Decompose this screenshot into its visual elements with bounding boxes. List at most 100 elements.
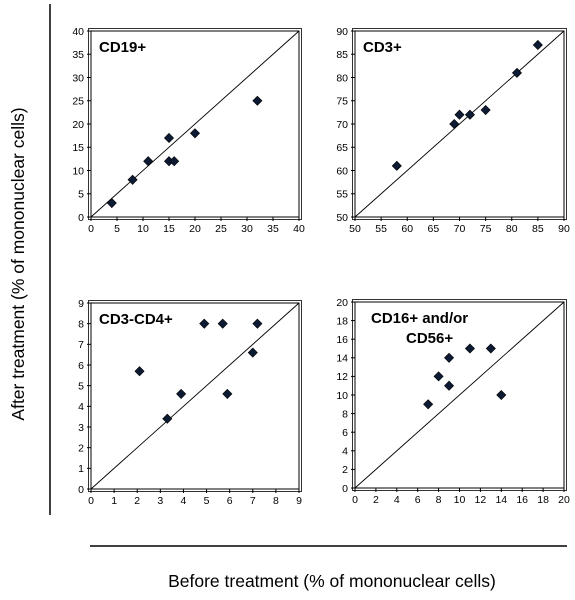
x-tick-label: 12: [475, 494, 487, 506]
data-point-diamond: [106, 198, 117, 209]
data-point-diamond: [444, 380, 455, 391]
x-tick-label: 2: [373, 494, 379, 506]
y-tick-label: 70: [336, 119, 348, 131]
data-point-diamond: [127, 174, 138, 185]
identity-line: [90, 302, 300, 490]
x-tick-label: 6: [415, 494, 421, 506]
y-tick-label: 25: [72, 96, 84, 108]
y-tick-label: 6: [342, 427, 348, 439]
data-point-diamond: [485, 343, 496, 354]
data-point-diamond: [511, 67, 522, 78]
x-tick-label: 10: [454, 494, 466, 506]
y-tick-label: 12: [336, 371, 348, 383]
x-tick-label: 0: [352, 494, 358, 506]
y-tick-label: 50: [336, 212, 348, 224]
scatter-panel-2: 50 55 60 65 70 75 80 85 90 50 55 60 65 70 75 80 85 90 CD3+: [336, 26, 570, 235]
data-point-diamond: [433, 371, 444, 382]
x-tick-label: 15: [163, 223, 175, 235]
data-point-diamond: [449, 118, 460, 130]
y-tick-label: 1: [78, 463, 84, 475]
x-tick-label: 4: [181, 495, 187, 507]
y-tick-label: 7: [78, 339, 84, 351]
data-point-diamond: [464, 109, 475, 120]
panel-title: CD16+ and/or: [371, 310, 468, 327]
data-point-diamond: [391, 160, 402, 171]
x-tick-label: 85: [532, 223, 544, 235]
data-point-diamond: [444, 352, 455, 363]
x-tick-label: 80: [506, 223, 518, 235]
x-tick-label: 7: [250, 495, 256, 507]
y-tick-label: 15: [72, 142, 84, 154]
x-tick-label: 75: [480, 223, 492, 235]
x-tick-label: 30: [241, 223, 253, 235]
x-tick-label: 4: [394, 494, 400, 506]
y-tick-label: 2: [342, 464, 348, 476]
y-axis-label: After treatment (% of mononuclear cells): [8, 107, 28, 420]
y-tick-label: 60: [336, 165, 348, 177]
y-tick-label: 0: [78, 212, 84, 224]
data-point-diamond: [247, 347, 258, 358]
y-tick-label: 2: [78, 442, 84, 454]
x-tick-label: 55: [375, 223, 387, 235]
data-point-diamond: [222, 388, 233, 399]
y-tick-label: 40: [72, 26, 84, 38]
x-tick-label: 25: [215, 223, 227, 235]
data-point-diamond: [163, 132, 175, 143]
x-tick-label: 2: [134, 495, 140, 507]
y-tick-label: 20: [336, 297, 348, 309]
x-tick-label: 5: [114, 223, 120, 235]
y-tick-label: 0: [342, 483, 348, 495]
y-tick-label: 90: [336, 26, 348, 38]
y-tick-label: 5: [78, 380, 84, 392]
x-tick-label: 70: [454, 223, 466, 235]
data-point-diamond: [217, 318, 228, 329]
y-tick-label: 55: [336, 189, 348, 201]
x-tick-label: 60: [401, 223, 413, 235]
x-tick-label: 18: [537, 494, 549, 506]
data-point-diamond: [169, 156, 180, 167]
identity-line: [354, 30, 565, 218]
identity-line: [354, 301, 565, 489]
y-tick-label: 4: [342, 446, 348, 458]
data-point-diamond: [423, 399, 434, 410]
data-point-diamond: [252, 95, 263, 106]
x-tick-label: 0: [88, 223, 94, 235]
x-tick-label: 20: [189, 223, 201, 235]
y-tick-label: 75: [336, 96, 348, 108]
x-tick-label: 14: [495, 494, 507, 506]
y-tick-label: 8: [342, 408, 348, 420]
data-point-diamond: [176, 388, 187, 399]
panel-title: CD56+: [406, 330, 453, 347]
data-point-diamond: [252, 318, 263, 329]
x-tick-label: 5: [204, 495, 210, 507]
y-tick-label: 10: [72, 165, 84, 177]
y-tick-label: 16: [336, 334, 348, 346]
x-tick-label: 3: [157, 495, 163, 507]
data-point-diamond: [143, 156, 154, 167]
y-tick-label: 85: [336, 49, 348, 61]
x-tick-label: 40: [293, 223, 305, 235]
x-tick-label: 16: [516, 494, 528, 506]
scatter-panel-3: 0 1 2 3 4 5 6 7 8 9 0 1 2 3 4 5 6 7 8 9 CD3-CD4+: [78, 298, 302, 507]
y-tick-label: 3: [78, 422, 84, 434]
y-tick-label: 65: [336, 142, 348, 154]
y-tick-label: 20: [72, 119, 84, 131]
y-tick-label: 9: [78, 298, 84, 310]
data-point-diamond: [134, 366, 145, 377]
data-point-diamond: [162, 413, 173, 424]
data-point-diamond: [199, 318, 210, 329]
y-tick-label: 14: [336, 353, 348, 365]
y-tick-label: 18: [336, 315, 348, 327]
x-tick-label: 50: [349, 223, 361, 235]
y-tick-label: 8: [78, 318, 84, 330]
y-tick-label: 6: [78, 360, 84, 372]
x-tick-label: 90: [558, 223, 570, 235]
panel-title: CD3-CD4+: [99, 311, 173, 328]
x-tick-label: 8: [436, 494, 442, 506]
x-tick-label: 10: [137, 223, 149, 235]
x-tick-label: 1: [111, 495, 117, 507]
data-point-diamond: [532, 39, 543, 50]
y-tick-label: 30: [72, 72, 84, 84]
